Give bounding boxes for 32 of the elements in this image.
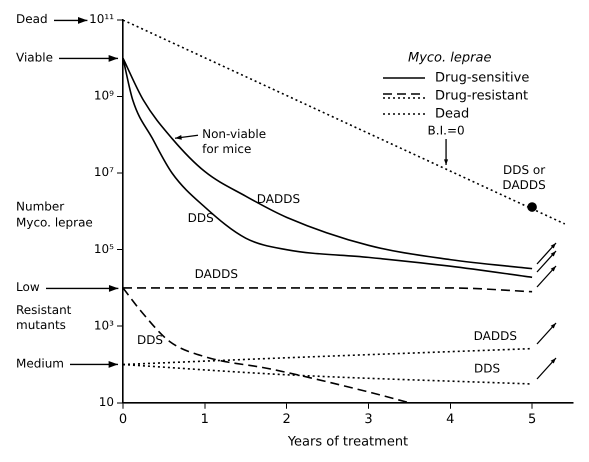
series-label: DADDS [194, 267, 238, 282]
legend-label: Dead [435, 106, 470, 122]
annotation: B.I.=0 [428, 123, 465, 138]
series-label: DADDS [474, 329, 517, 344]
x-tick-label: 4 [446, 412, 454, 427]
y-tick-label: 10 [98, 394, 114, 409]
series-label: DDS [188, 210, 214, 225]
annotation: DDS or DADDS [502, 163, 546, 192]
x-tick-label: 0 [118, 412, 128, 427]
annotation: Non-viable for mice [202, 127, 266, 156]
text: Medium [16, 356, 64, 371]
annotation: Drug-resistant [435, 88, 528, 104]
x-tick-label: 1 [200, 412, 209, 427]
text: Dead [16, 12, 48, 26]
annotation: Drug-sensitive [435, 70, 530, 86]
y-axis-title: Number Myco. leprae [16, 199, 93, 230]
text: Low [16, 280, 40, 294]
series-label: DADDS [256, 192, 300, 206]
y-tick-label: 10⁵ [94, 242, 114, 256]
series-label: DDS [136, 332, 164, 347]
x-axis-title: Years of treatment [286, 434, 408, 450]
y-tick-label: 10¹¹ [89, 12, 114, 26]
x-tick-label: 3 [364, 412, 373, 427]
text: Resistant mutants [16, 303, 72, 332]
y-tick-label: 10³ [94, 318, 114, 332]
x-tick-label: 2 [282, 412, 291, 427]
y-tick-label: 10⁷ [94, 165, 114, 180]
text: Viable [16, 50, 53, 64]
y-tick-label: 10⁹ [94, 88, 114, 103]
series-label: DDS [474, 361, 500, 376]
x-tick-label: 5 [528, 412, 536, 427]
legend-title: Myco. leprae [408, 50, 492, 66]
